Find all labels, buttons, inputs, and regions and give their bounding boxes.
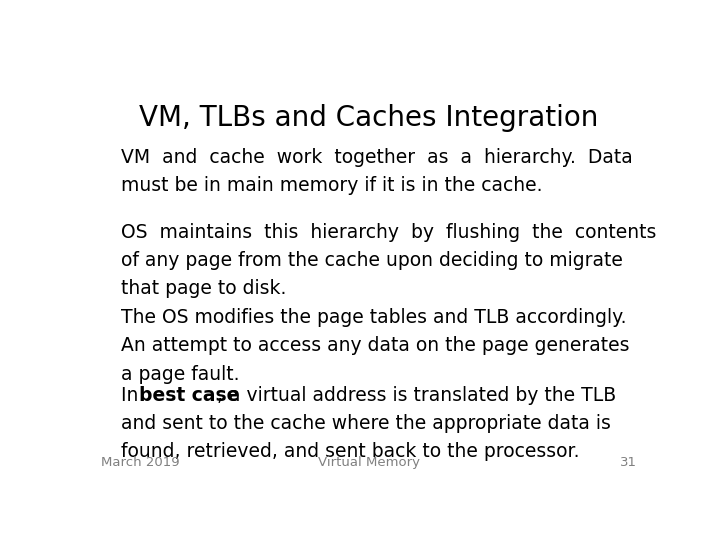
Text: VM, TLBs and Caches Integration: VM, TLBs and Caches Integration: [139, 104, 599, 132]
Text: of any page from the cache upon deciding to migrate: of any page from the cache upon deciding…: [121, 251, 623, 270]
Bar: [665, 41, 683, 47]
Text: March 2019: March 2019: [101, 456, 180, 469]
Bar: [660, 56, 686, 64]
Text: found, retrieved, and sent back to the processor.: found, retrieved, and sent back to the p…: [121, 442, 579, 461]
Text: best case: best case: [139, 386, 239, 405]
Polygon shape: [641, 20, 685, 64]
Text: must be in main memory if it is in the cache.: must be in main memory if it is in the c…: [121, 176, 542, 195]
Polygon shape: [625, 20, 652, 64]
Text: Virtual Memory: Virtual Memory: [318, 456, 420, 469]
Text: that page to disk.: that page to disk.: [121, 279, 286, 299]
Text: 31: 31: [620, 456, 637, 469]
Text: and sent to the cache where the appropriate data is: and sent to the cache where the appropri…: [121, 414, 611, 433]
Text: The OS modifies the page tables and TLB accordingly.: The OS modifies the page tables and TLB …: [121, 308, 626, 327]
Text: OS  maintains  this  hierarchy  by  flushing  the  contents: OS maintains this hierarchy by flushing …: [121, 223, 656, 242]
Text: , a virtual address is translated by the TLB: , a virtual address is translated by the…: [217, 386, 616, 405]
Text: a page fault.: a page fault.: [121, 364, 239, 383]
Text: In: In: [121, 386, 144, 405]
Text: An attempt to access any data on the page generates: An attempt to access any data on the pag…: [121, 336, 629, 355]
Text: VM  and  cache  work  together  as  a  hierarchy.  Data: VM and cache work together as a hierarch…: [121, 148, 632, 167]
